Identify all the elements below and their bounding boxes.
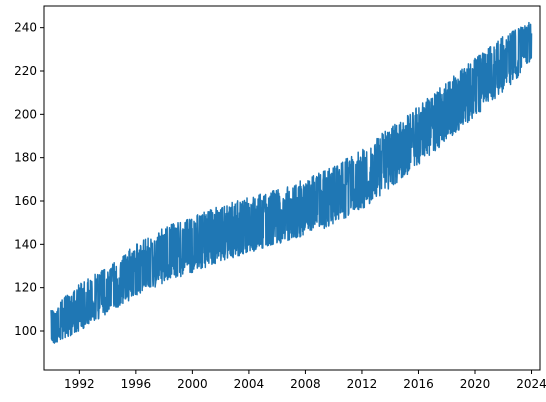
x-tick-label: 2016 (403, 377, 434, 391)
y-tick-label: 100 (14, 324, 37, 338)
series-line (50, 21, 533, 344)
x-tick-label: 2024 (516, 377, 546, 391)
x-tick-label: 2008 (290, 377, 321, 391)
x-tick-label: 1992 (64, 377, 95, 391)
x-tick-label: 1996 (121, 377, 152, 391)
x-tick-label: 2000 (177, 377, 208, 391)
y-tick-label: 160 (14, 194, 37, 208)
y-axis: 100 120 140 160 180 200 220 240 (14, 21, 44, 338)
x-tick-label: 2012 (347, 377, 378, 391)
x-axis: 1992 1996 2000 2004 2008 2012 2016 2020 2024 (64, 370, 546, 391)
y-tick-label: 140 (14, 237, 37, 251)
x-tick-label: 2020 (460, 377, 491, 391)
y-tick-label: 200 (14, 107, 37, 121)
y-tick-label: 240 (14, 21, 37, 35)
y-tick-label: 180 (14, 151, 37, 165)
axes-frame (43, 5, 541, 371)
plot-area (50, 21, 533, 344)
y-tick-label: 220 (14, 64, 37, 78)
y-tick-label: 120 (14, 281, 37, 295)
x-tick-label: 2004 (234, 377, 265, 391)
